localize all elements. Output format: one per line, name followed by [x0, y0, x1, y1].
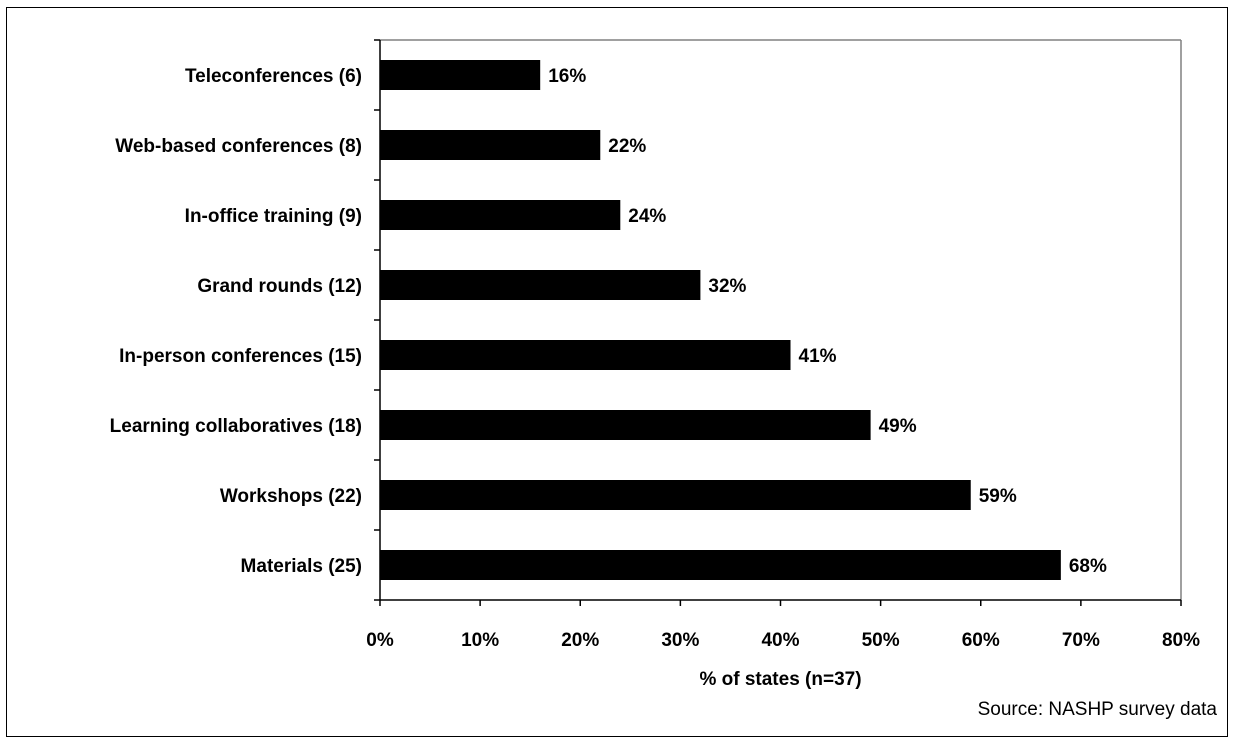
- bar: [380, 270, 701, 300]
- category-label: Workshops (22): [220, 486, 362, 507]
- x-tick-label: 10%: [461, 630, 499, 651]
- category-label: Learning collaboratives (18): [110, 416, 362, 437]
- x-tick-label: 70%: [1062, 630, 1100, 651]
- category-label: Teleconferences (6): [185, 66, 362, 87]
- bar: [380, 130, 601, 160]
- bar: [380, 340, 791, 370]
- y-axis: [374, 39, 381, 601]
- data-labels: 16% 22% 24% 32% 41% 49% 59% 68%: [548, 66, 1107, 577]
- x-axis: 0% 10% 20% 30% 40% 50% 60% 70% 80%: [366, 599, 1200, 651]
- x-tick-label: 20%: [561, 630, 599, 651]
- x-tick-label: 30%: [661, 630, 699, 651]
- x-axis-title: % of states (n=37): [699, 669, 861, 690]
- data-label: 32%: [708, 276, 746, 297]
- data-label: 68%: [1069, 556, 1107, 577]
- bar: [380, 60, 541, 90]
- data-label: 59%: [979, 486, 1017, 507]
- category-label: Materials (25): [241, 556, 362, 577]
- x-tick-label: 50%: [862, 630, 900, 651]
- x-tick-label: 40%: [761, 630, 799, 651]
- data-label: 24%: [628, 206, 666, 227]
- bar: [380, 410, 871, 440]
- bar: [380, 200, 621, 230]
- data-label: 16%: [548, 66, 586, 87]
- x-tick-label: 60%: [962, 630, 1000, 651]
- x-tick-label: 0%: [366, 630, 394, 651]
- x-tick-label: 80%: [1162, 630, 1200, 651]
- category-label: In-office training (9): [185, 206, 362, 227]
- data-label: 22%: [608, 136, 646, 157]
- data-label: 49%: [879, 416, 917, 437]
- bars: [380, 60, 1061, 580]
- category-labels: Teleconferences (6) Web-based conferences…: [110, 66, 362, 577]
- source-note: Source: NASHP survey data: [978, 699, 1218, 720]
- bar: [380, 550, 1061, 580]
- data-label: 41%: [799, 346, 837, 367]
- category-label: In-person conferences (15): [119, 346, 362, 367]
- category-label: Web-based conferences (8): [115, 136, 362, 157]
- plot-area: [380, 39, 1182, 600]
- category-label: Grand rounds (12): [197, 276, 362, 297]
- bar: [380, 480, 971, 510]
